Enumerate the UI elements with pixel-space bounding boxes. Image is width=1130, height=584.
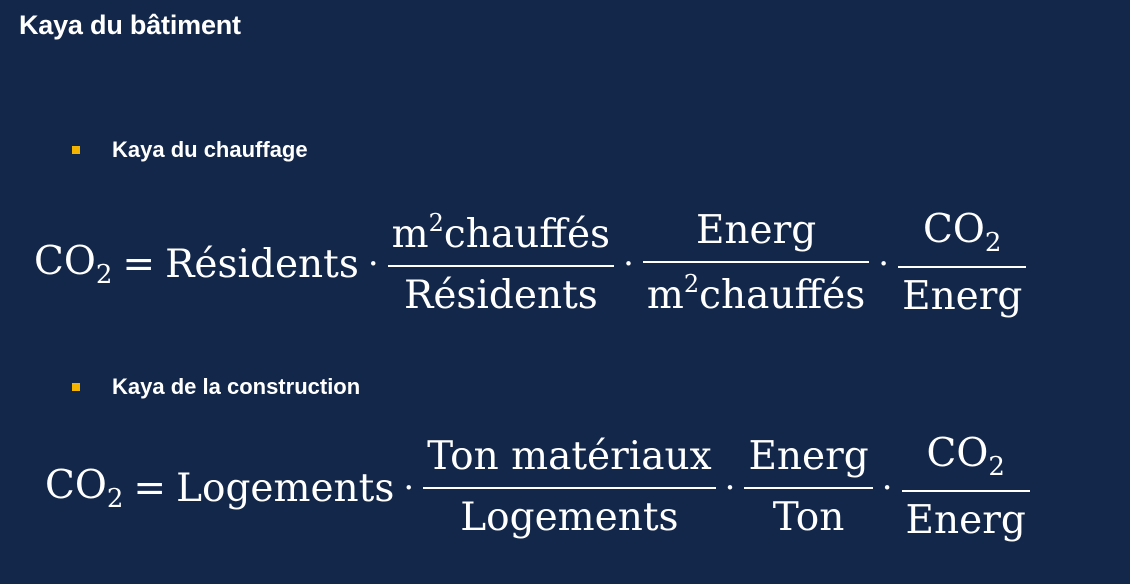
fraction-bar	[642, 261, 870, 263]
fraction-bar	[744, 487, 873, 489]
bullet-square-icon	[72, 383, 80, 391]
equation-term: Résidents	[165, 241, 359, 287]
fraction-denominator: Logements	[460, 495, 679, 540]
multiply-dot: ·	[623, 244, 634, 284]
multiply-dot: ·	[367, 244, 379, 284]
fraction-2: Energ m2chauffés	[642, 208, 870, 318]
equation-heating: CO2 = Résidents · m2chauffés Résidents ·…	[34, 196, 1027, 332]
bullet-heating: Kaya du chauffage	[72, 137, 308, 163]
multiply-dot: ·	[878, 244, 890, 284]
fraction-denominator: Résidents	[403, 273, 598, 318]
fraction-bar	[387, 265, 615, 267]
fraction-3: CO2 Energ	[898, 207, 1027, 319]
fraction-bar	[901, 489, 1030, 492]
multiply-dot: ·	[724, 468, 736, 508]
bullet-heading-heating: Kaya du chauffage	[112, 137, 308, 162]
fraction-1: m2chauffés Résidents	[387, 209, 615, 318]
bullet-square-icon	[72, 146, 80, 154]
fraction-denominator: Ton	[772, 495, 845, 540]
fraction-2: Energ Ton	[744, 434, 873, 540]
fraction-numerator: Energ	[695, 208, 817, 254]
equation-construction: CO2 = Logements · Ton matériaux Logement…	[45, 420, 1030, 556]
equation-lhs: CO2	[45, 462, 124, 514]
fraction-numerator: Energ	[748, 434, 869, 480]
equals-sign: =	[122, 241, 156, 287]
multiply-dot: ·	[881, 468, 893, 508]
fraction-3: CO2 Energ	[901, 431, 1030, 543]
equals-sign: =	[133, 465, 167, 511]
multiply-dot: ·	[403, 468, 415, 508]
equation-lhs: CO2	[34, 238, 113, 290]
slide-title: Kaya du bâtiment	[19, 10, 241, 40]
bullet-construction: Kaya de la construction	[72, 374, 360, 400]
fraction-numerator: CO2	[926, 431, 1005, 483]
fraction-denominator: m2chauffés	[646, 270, 866, 318]
equation-term: Logements	[176, 465, 395, 511]
fraction-1: Ton matériaux Logements	[423, 434, 716, 540]
fraction-bar	[898, 265, 1027, 268]
fraction-numerator: m2chauffés	[391, 209, 611, 258]
fraction-denominator: Energ	[902, 273, 1023, 319]
fraction-denominator: Energ	[905, 497, 1026, 543]
bullet-heading-construction: Kaya de la construction	[112, 374, 361, 399]
fraction-numerator: CO2	[923, 207, 1002, 259]
fraction-numerator: Ton matériaux	[427, 434, 712, 480]
fraction-bar	[423, 487, 716, 489]
